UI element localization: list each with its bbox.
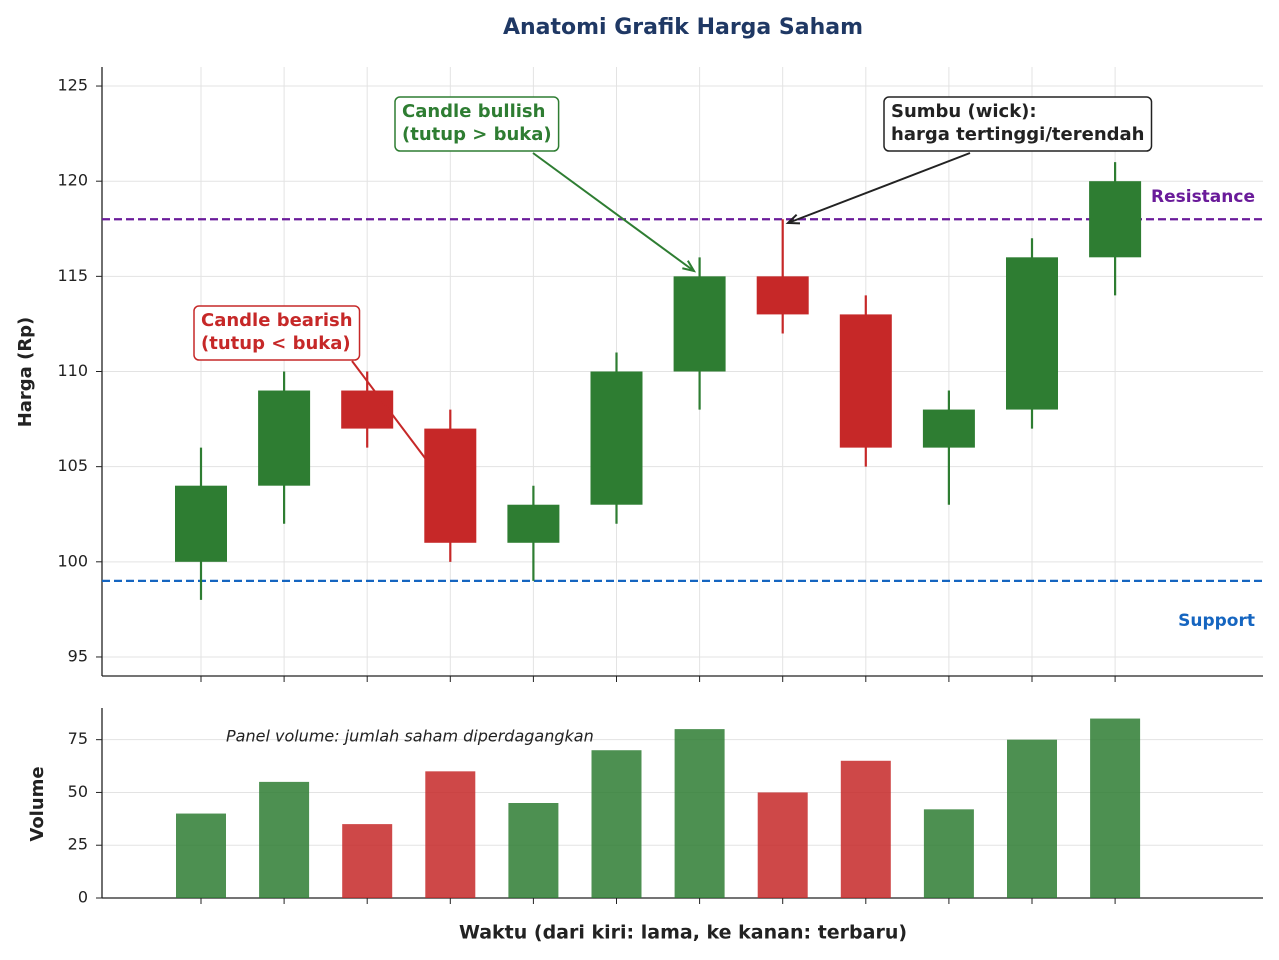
annotation-arrow (787, 152, 971, 224)
y-tick-label: 25 (68, 835, 88, 854)
candle-body (424, 428, 477, 543)
candle-body (341, 390, 394, 429)
y-tick-label: 0 (78, 888, 88, 907)
chart-title: Anatomi Grafik Harga Saham (503, 15, 863, 40)
y-tick-label: 100 (57, 551, 88, 570)
candle-body (507, 504, 560, 543)
reference-label: Resistance (1151, 187, 1255, 207)
volume-bar (674, 729, 725, 898)
y-tick-label: 95 (68, 646, 88, 665)
candle-body (258, 390, 311, 486)
volume-bar (757, 792, 808, 898)
y-tick-label: 120 (57, 171, 88, 190)
volume-bar (342, 824, 393, 898)
annotation-box (193, 305, 361, 361)
candle-body (175, 485, 227, 562)
volume-bar (1090, 718, 1141, 898)
candle-body (1089, 181, 1142, 258)
y-tick-label: 75 (68, 729, 88, 748)
volume-bar (508, 803, 559, 898)
arrow-head (785, 213, 801, 225)
candle-body (839, 314, 892, 448)
y-tick-label: 110 (57, 361, 88, 380)
annotation-text: harga tertinggi/terendah (891, 124, 1145, 145)
candle-body (1006, 257, 1058, 410)
arrow-head (682, 260, 697, 273)
volume-bar (1007, 739, 1057, 898)
annotation-text: Candle bullish (402, 101, 545, 122)
annotation-text: (tutup > buka) (402, 124, 552, 145)
y-tick-label: 50 (68, 782, 88, 801)
y-axis-label: Harga (Rp) (15, 317, 36, 428)
y-axis-label: Volume (27, 766, 48, 841)
volume-bar (259, 781, 310, 898)
volume-bar (923, 809, 974, 898)
annotation: Sumbu (wick):harga tertinggi/terendah (785, 96, 1153, 225)
y-tick-label: 105 (57, 456, 88, 475)
annotation-text: (tutup < buka) (201, 333, 351, 354)
candle-body (922, 409, 975, 448)
candle-body (673, 276, 726, 372)
reference-label: Support (1178, 611, 1255, 631)
candle-body (756, 276, 809, 315)
annotation-arrow (351, 360, 429, 463)
annotation-box (883, 96, 1153, 152)
annotation-text: Candle bearish (201, 310, 353, 331)
candle-body (590, 371, 643, 505)
volume-bar (591, 750, 642, 898)
annotation: Candle bearish(tutup < buka) (193, 305, 429, 463)
x-axis-label: Waktu (dari kiri: lama, ke kanan: terbar… (459, 922, 907, 944)
note: Panel volume: jumlah saham diperdagangka… (226, 727, 594, 746)
volume-bar (425, 771, 476, 898)
annotation-box (394, 96, 560, 152)
annotation: Candle bullish(tutup > buka) (394, 96, 697, 273)
volume-bar (840, 760, 891, 898)
volume-bar (176, 813, 226, 898)
y-tick-label: 115 (57, 266, 88, 285)
annotation-arrow (532, 152, 695, 272)
annotation-text: Sumbu (wick): (891, 101, 1037, 122)
y-tick-label: 125 (57, 76, 88, 95)
